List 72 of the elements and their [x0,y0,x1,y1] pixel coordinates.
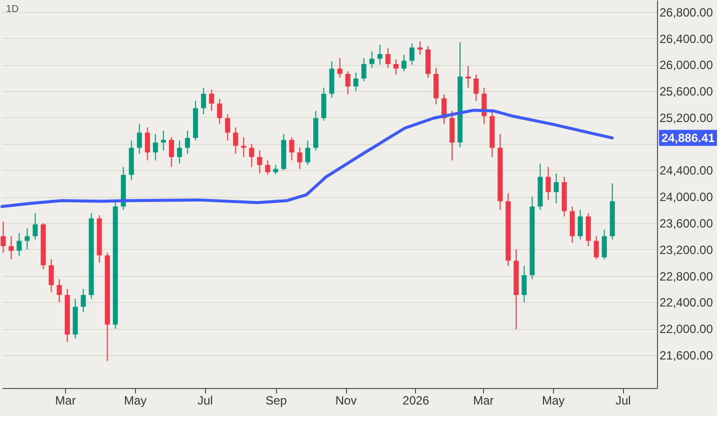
candlestick [554,173,559,204]
y-tick-label: 25,200.00 [660,110,714,125]
candlestick [176,140,182,164]
candlestick [24,228,30,250]
candlestick [289,136,294,161]
candlestick [160,130,166,151]
y-tick-label: 22,400.00 [660,296,714,310]
candlestick [265,160,270,176]
candlestick [602,229,607,260]
y-tick-label: 26,800.00 [660,5,714,20]
x-tick-label: Jul [615,394,631,408]
candlestick [209,89,214,112]
candlestick [377,44,382,66]
candlestick [594,236,599,260]
candlestick [297,146,302,170]
x-tick-label: Mar [473,394,494,408]
candlestick [522,265,527,303]
y-tick-label: 22,000.00 [660,322,714,336]
candlestick [385,48,390,68]
candlestick [393,58,398,76]
candlestick [249,143,254,168]
candlestick [578,209,583,240]
candlestick [417,41,422,56]
chart-title: 1D [6,4,19,15]
candlestick [369,50,374,68]
y-tick-label: 26,400.00 [660,32,714,46]
candlestick [409,43,414,66]
candlestick [401,54,406,72]
candlestick [546,166,551,200]
line-series [0,108,614,208]
candlestick [16,232,22,257]
candlestick [225,114,230,142]
y-tick-label: 21,600.00 [660,348,714,363]
candlestick [474,74,479,102]
candlestick [305,140,310,166]
candlestick [217,98,222,125]
x-tick-label: Sep [266,394,288,408]
candlestick [80,288,86,313]
x-tick-label: May [542,394,565,408]
candlestick [152,133,158,161]
candlestick [273,164,278,175]
x-tick-label: Jul [198,394,213,408]
candlestick [185,130,190,154]
x-tick-label: May [124,394,147,408]
y-tick-label: 25,600.00 [660,84,714,99]
candlestick [257,150,262,174]
x-tick-label: Nov [335,394,357,408]
candlestick [241,136,246,158]
y-tick-label: 23,600.00 [660,216,714,231]
y-tick-label: 24,000.00 [660,190,714,204]
candlestick [201,87,206,115]
y-tick-label: 26,000.00 [660,58,714,72]
candlestick [48,258,54,293]
candlestick [8,236,14,260]
x-tick-label: 2026 [402,394,430,408]
candlestick [0,221,6,254]
candlestick [466,65,471,88]
candlestick [56,278,62,303]
candlestick [144,126,150,161]
x-tick-label: Mar [55,394,76,408]
y-tick-label: 24,400.00 [660,164,714,178]
y-tick-label: 22,800.00 [660,269,714,284]
candlestick [345,70,350,95]
candlestick [353,72,358,92]
candlestick [361,58,366,82]
y-tick-label: 23,200.00 [660,242,714,257]
candlestick [168,136,174,168]
text: 24,886.41 [661,130,716,145]
candlestick [136,124,142,154]
candlestick [337,58,342,78]
candlestick [32,212,38,240]
candlestick [233,126,238,154]
